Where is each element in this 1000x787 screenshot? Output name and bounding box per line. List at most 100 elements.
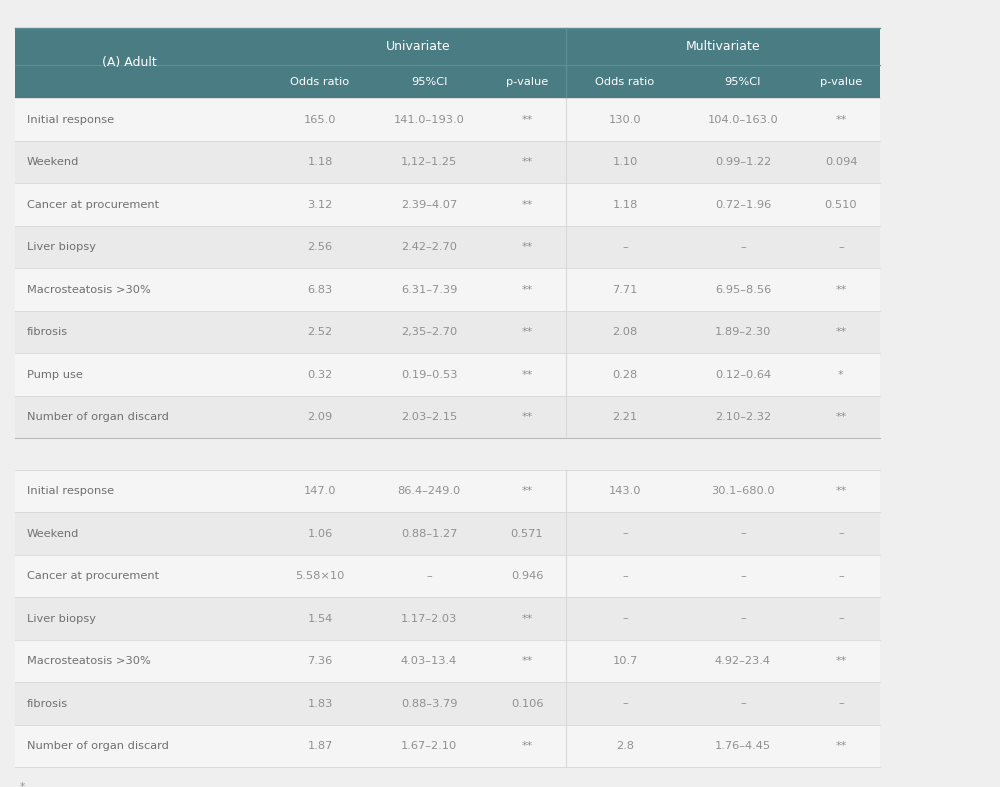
- Text: Number of organ discard: Number of organ discard: [27, 412, 169, 422]
- Text: –: –: [740, 699, 746, 708]
- Text: 1.10: 1.10: [612, 157, 638, 167]
- Text: Cancer at procurement: Cancer at procurement: [27, 571, 159, 581]
- Text: –: –: [740, 242, 746, 252]
- Text: 2.10–2.32: 2.10–2.32: [715, 412, 771, 422]
- Text: 86.4–249.0: 86.4–249.0: [397, 486, 461, 496]
- Text: **: **: [521, 614, 533, 623]
- Text: *: *: [20, 782, 25, 787]
- Text: 0.106: 0.106: [511, 699, 543, 708]
- Text: 141.0–193.0: 141.0–193.0: [394, 115, 464, 124]
- Text: 10.7: 10.7: [612, 656, 638, 666]
- Text: **: **: [521, 741, 533, 751]
- Text: –: –: [622, 699, 628, 708]
- Text: 0.946: 0.946: [511, 571, 543, 581]
- Text: (A) Adult: (A) Adult: [102, 57, 157, 69]
- Text: 7.36: 7.36: [307, 656, 333, 666]
- Text: 2.42–2.70: 2.42–2.70: [401, 242, 457, 252]
- Text: 2.21: 2.21: [612, 412, 638, 422]
- Text: **: **: [521, 486, 533, 496]
- Text: 2.09: 2.09: [307, 412, 333, 422]
- Text: Initial response: Initial response: [27, 486, 114, 496]
- Text: 6.95–8.56: 6.95–8.56: [715, 285, 771, 294]
- Text: Odds ratio: Odds ratio: [595, 77, 655, 87]
- Text: 0.094: 0.094: [825, 157, 857, 167]
- Text: 7.71: 7.71: [612, 285, 638, 294]
- Text: 165.0: 165.0: [304, 115, 336, 124]
- Text: 1.18: 1.18: [612, 200, 638, 209]
- Text: *: *: [838, 370, 844, 379]
- Text: Liver biopsy: Liver biopsy: [27, 614, 96, 623]
- Text: 0.88–3.79: 0.88–3.79: [401, 699, 457, 708]
- Text: 1.18: 1.18: [307, 157, 333, 167]
- Text: Weekend: Weekend: [27, 157, 79, 167]
- Text: 1.76–4.45: 1.76–4.45: [715, 741, 771, 751]
- Text: Cancer at procurement: Cancer at procurement: [27, 200, 159, 209]
- Text: **: **: [835, 741, 847, 751]
- Text: 3.12: 3.12: [307, 200, 333, 209]
- Text: –: –: [838, 614, 844, 623]
- Text: 1.83: 1.83: [307, 699, 333, 708]
- Text: 0.72–1.96: 0.72–1.96: [715, 200, 771, 209]
- Text: **: **: [835, 412, 847, 422]
- Text: 0.88–1.27: 0.88–1.27: [401, 529, 457, 538]
- Text: 1,12–1.25: 1,12–1.25: [401, 157, 457, 167]
- Text: –: –: [838, 529, 844, 538]
- Text: –: –: [622, 529, 628, 538]
- Text: 1.87: 1.87: [307, 741, 333, 751]
- Text: 95%CI: 95%CI: [411, 77, 447, 87]
- Text: Macrosteatosis >30%: Macrosteatosis >30%: [27, 285, 151, 294]
- Text: 2.56: 2.56: [307, 242, 333, 252]
- Text: 104.0–163.0: 104.0–163.0: [708, 115, 778, 124]
- Text: Number of organ discard: Number of organ discard: [27, 741, 169, 751]
- Text: 2.8: 2.8: [616, 741, 634, 751]
- Text: 2.39–4.07: 2.39–4.07: [401, 200, 457, 209]
- Text: **: **: [521, 285, 533, 294]
- Text: 6.31–7.39: 6.31–7.39: [401, 285, 457, 294]
- Text: 5.58×10: 5.58×10: [295, 571, 345, 581]
- Text: –: –: [838, 699, 844, 708]
- Text: 4.03–13.4: 4.03–13.4: [401, 656, 457, 666]
- Text: 0.28: 0.28: [612, 370, 638, 379]
- Text: **: **: [835, 486, 847, 496]
- Text: **: **: [521, 157, 533, 167]
- Text: 1.54: 1.54: [307, 614, 333, 623]
- Text: Pump use: Pump use: [27, 370, 83, 379]
- Text: 2.03–2.15: 2.03–2.15: [401, 412, 457, 422]
- Text: **: **: [835, 115, 847, 124]
- Text: –: –: [622, 242, 628, 252]
- Text: –: –: [740, 571, 746, 581]
- Text: fibrosis: fibrosis: [27, 327, 68, 337]
- Text: **: **: [835, 656, 847, 666]
- Text: **: **: [521, 327, 533, 337]
- Text: 30.1–680.0: 30.1–680.0: [711, 486, 775, 496]
- Text: Weekend: Weekend: [27, 529, 79, 538]
- Text: –: –: [740, 614, 746, 623]
- Text: Liver biopsy: Liver biopsy: [27, 242, 96, 252]
- Text: 0.99–1.22: 0.99–1.22: [715, 157, 771, 167]
- Text: 6.83: 6.83: [307, 285, 333, 294]
- Text: –: –: [622, 614, 628, 623]
- Text: 2,35–2.70: 2,35–2.70: [401, 327, 457, 337]
- Text: **: **: [521, 242, 533, 252]
- Text: 147.0: 147.0: [304, 486, 336, 496]
- Text: 0.571: 0.571: [511, 529, 543, 538]
- Text: –: –: [426, 571, 432, 581]
- Text: 0.12–0.64: 0.12–0.64: [715, 370, 771, 379]
- Text: 4.92–23.4: 4.92–23.4: [715, 656, 771, 666]
- Text: fibrosis: fibrosis: [27, 699, 68, 708]
- Text: 143.0: 143.0: [609, 486, 641, 496]
- Text: 2.08: 2.08: [612, 327, 638, 337]
- Text: 1.89–2.30: 1.89–2.30: [715, 327, 771, 337]
- Text: 0.19–0.53: 0.19–0.53: [401, 370, 457, 379]
- Text: 1.06: 1.06: [307, 529, 333, 538]
- Text: –: –: [838, 571, 844, 581]
- Text: –: –: [838, 242, 844, 252]
- Text: Univariate: Univariate: [386, 40, 450, 53]
- Text: Multivariate: Multivariate: [686, 40, 760, 53]
- Text: **: **: [521, 656, 533, 666]
- Text: 1.17–2.03: 1.17–2.03: [401, 614, 457, 623]
- Text: –: –: [622, 571, 628, 581]
- Text: **: **: [521, 412, 533, 422]
- Text: **: **: [835, 327, 847, 337]
- Text: 2.52: 2.52: [307, 327, 333, 337]
